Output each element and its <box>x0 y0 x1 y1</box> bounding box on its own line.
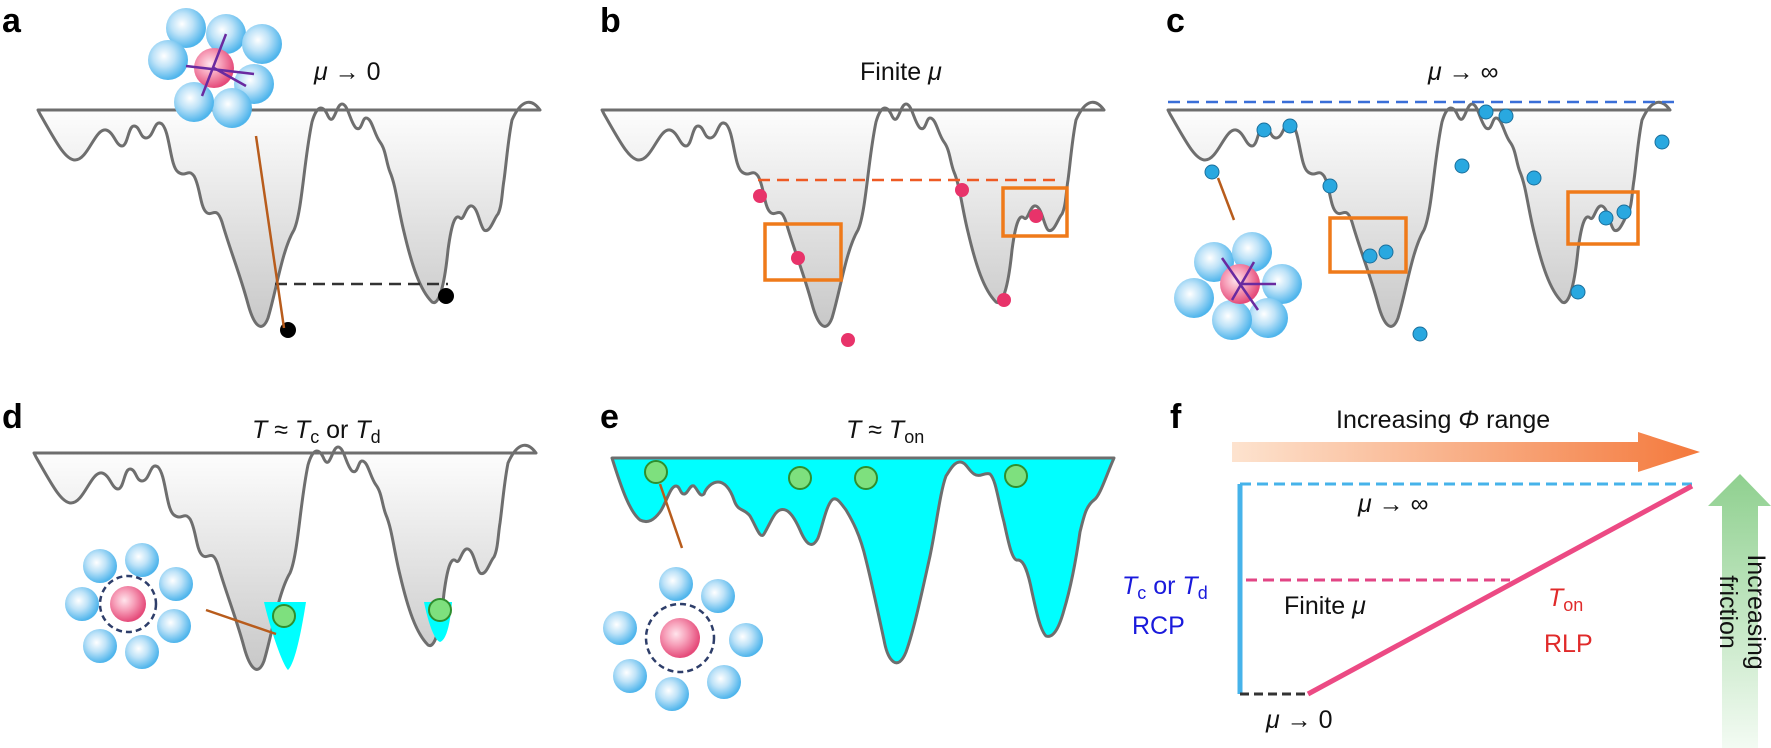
mu-inf-label: μ → ∞ <box>1357 490 1428 518</box>
panel-c: c μ → ∞ <box>1166 2 1676 342</box>
particle-blue <box>1454 158 1470 174</box>
particle-blue <box>1282 118 1298 134</box>
particle-red <box>997 293 1011 307</box>
friction-label: Increasingfriction <box>1714 554 1770 669</box>
particle-blue <box>1616 204 1632 220</box>
particle-green <box>788 466 812 490</box>
particle-red <box>753 189 767 203</box>
subscript-on: on <box>904 427 924 447</box>
subscript-d: d <box>371 427 381 447</box>
particle-blue <box>1654 134 1670 150</box>
approx-sign: ≈ <box>861 416 889 444</box>
cluster-icon-d <box>65 543 193 669</box>
caption-d: T ≈ Tc or Td <box>252 416 381 447</box>
rcp-label: RCP <box>1132 612 1185 640</box>
panel-b: b Finite μ <box>600 2 1106 347</box>
particle-blue <box>1322 178 1338 194</box>
increasing-friction-arrow <box>1708 474 1771 748</box>
caption-b: Finite μ <box>860 58 942 86</box>
energy-landscape-a <box>36 100 542 328</box>
particle-blue <box>1478 104 1494 120</box>
connector-line <box>205 608 277 636</box>
finite-mu-label: Finite μ <box>1284 592 1366 620</box>
panel-label-f: f <box>1170 398 1182 436</box>
ton-rlp-line <box>1306 483 1694 697</box>
mu-symbol: μ <box>313 58 328 86</box>
panel-label-b: b <box>600 2 621 40</box>
cluster-icon-c <box>1174 232 1302 340</box>
particle-red <box>791 251 805 265</box>
particle-blue <box>1378 244 1394 260</box>
limit-arrow: → 0 <box>328 58 381 86</box>
panel-f: f Increasing Φ range μ → ∞ Finite μ μ → … <box>1122 398 1771 748</box>
particle-green <box>1004 464 1028 488</box>
particle-black <box>438 288 454 304</box>
highlight-box <box>1001 186 1069 238</box>
particle-green <box>854 466 878 490</box>
subscript-c: c <box>310 427 319 447</box>
phi-symbol: Φ <box>1458 406 1479 434</box>
particle-green <box>428 598 452 622</box>
particle-red <box>955 183 969 197</box>
panel-label-c: c <box>1166 2 1185 40</box>
highlight-box <box>763 222 843 282</box>
tc-td-label: Tc or Td <box>1122 572 1208 603</box>
mu-zero-label: μ → 0 <box>1265 706 1333 734</box>
rlp-label: RLP <box>1544 630 1593 658</box>
particle-blue <box>1570 284 1586 300</box>
T-symbol: T <box>252 416 269 444</box>
particle-red <box>841 333 855 347</box>
particle-blue <box>1412 326 1428 342</box>
connector-line <box>1216 177 1236 221</box>
particle-green <box>644 460 668 484</box>
approx-sign: ≈ <box>267 416 295 444</box>
T-symbol: T <box>355 416 372 444</box>
mu-symbol: μ <box>1427 58 1442 86</box>
panel-label-d: d <box>2 398 23 436</box>
connector-line <box>658 483 684 549</box>
cluster-icon-e <box>603 567 763 711</box>
panel-e: e T ≈ Ton <box>600 398 1116 711</box>
highlight-box <box>1328 216 1408 274</box>
increasing-phi-arrow <box>1232 432 1700 472</box>
panel-d: d T ≈ Tc or Td <box>2 398 538 671</box>
panel-a: a μ → 0 <box>2 2 542 338</box>
T-symbol: T <box>889 416 906 444</box>
ton-label: Ton <box>1548 584 1583 615</box>
caption-c: μ → ∞ <box>1427 58 1498 86</box>
caption-e: T ≈ Ton <box>846 416 924 447</box>
particle-blue <box>1598 210 1614 226</box>
finite-text: Finite <box>860 58 928 86</box>
particle-green <box>272 604 296 628</box>
mu-symbol: μ <box>927 58 942 86</box>
T-symbol: T <box>846 416 863 444</box>
particle-blue <box>1362 248 1378 264</box>
phi-range-label: Increasing Φ range <box>1336 406 1550 434</box>
particle-blue <box>1256 122 1272 138</box>
particle-blue <box>1204 164 1220 180</box>
highlight-box <box>1566 190 1640 246</box>
energy-landscape-b <box>600 100 1106 328</box>
particle-red <box>1029 209 1043 223</box>
T-symbol: T <box>295 416 312 444</box>
panel-label-a: a <box>2 2 22 40</box>
cluster-icon-a <box>148 8 282 128</box>
particle-blue <box>1498 108 1514 124</box>
connector-line <box>254 135 286 329</box>
limit-arrow: → ∞ <box>1442 58 1499 86</box>
caption-a: μ → 0 <box>313 58 381 86</box>
or-text: or <box>319 416 355 444</box>
panel-label-e: e <box>600 398 619 436</box>
particle-blue <box>1526 170 1542 186</box>
